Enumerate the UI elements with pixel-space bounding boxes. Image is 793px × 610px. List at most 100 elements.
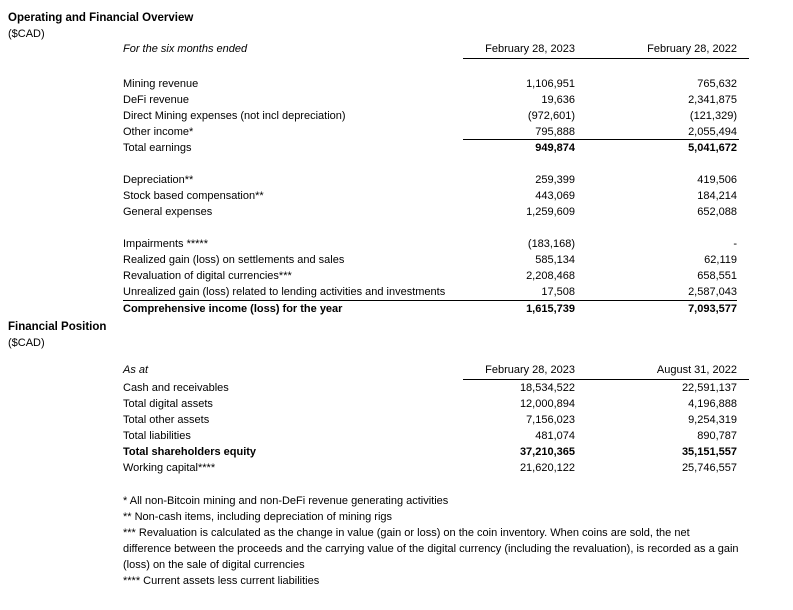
value-col1: 12,000,894 <box>519 398 575 410</box>
spacer <box>123 59 737 76</box>
row-label: General expenses <box>123 206 213 218</box>
table-row: Depreciation** 259,399 419,506 <box>123 172 737 188</box>
value-col1: 7,156,023 <box>526 414 575 426</box>
table-row: Stock based compensation** 443,069 184,2… <box>123 188 737 204</box>
report-page: Operating and Financial Overview ($CAD) … <box>8 12 749 589</box>
operating-table-header: For the six months ended February 28, 20… <box>123 42 749 59</box>
column-header-feb-2023: February 28, 2023 <box>463 363 575 380</box>
value-col2: 2,587,043 <box>688 286 737 298</box>
value-col2: 658,551 <box>697 270 737 282</box>
column-header-aug-2022: August 31, 2022 <box>575 363 749 380</box>
value-col1: 1,615,739 <box>526 303 575 315</box>
table-row: DeFi revenue 19,636 2,341,875 <box>123 92 737 108</box>
value-col1: 949,874 <box>535 142 575 154</box>
row-label: Total earnings <box>123 142 192 154</box>
row-label: Other income* <box>123 126 194 138</box>
period-label: For the six months ended <box>123 43 248 55</box>
row-label: Revaluation of digital currencies*** <box>123 270 292 282</box>
column-header-2023: February 28, 2023 <box>463 42 575 59</box>
financial-position-table-header: As at February 28, 2023 August 31, 2022 <box>123 363 749 380</box>
value-col1: 585,134 <box>535 254 575 266</box>
value-col2: 62,119 <box>704 254 737 266</box>
table-row: Impairments ***** (183,168) - <box>123 236 737 252</box>
table-row: Direct Mining expenses (not incl depreci… <box>123 108 737 124</box>
row-label: Mining revenue <box>123 78 199 90</box>
row-label: Impairments ***** <box>123 238 208 250</box>
value-col1: 443,069 <box>535 190 575 202</box>
period-label: As at <box>123 364 149 376</box>
value-col1: 481,074 <box>535 430 575 442</box>
table-row-comprehensive-income: Comprehensive income (loss) for the year… <box>123 301 737 317</box>
table-row-total-earnings: Total earnings 949,874 5,041,672 <box>123 140 737 156</box>
value-col2: 652,088 <box>697 206 737 218</box>
row-label: Stock based compensation** <box>123 190 264 202</box>
value-col2: 4,196,888 <box>688 398 737 410</box>
table-row: Other income* 795,888 2,055,494 <box>123 124 739 140</box>
row-label: Cash and receivables <box>123 382 229 394</box>
currency-note-financial-position: ($CAD) <box>8 337 45 349</box>
row-label: Comprehensive income (loss) for the year <box>123 303 343 315</box>
value-col1: 1,259,609 <box>526 206 575 218</box>
table-row: Realized gain (loss) on settlements and … <box>123 252 737 268</box>
row-label: Total shareholders equity <box>123 446 257 458</box>
value-col2: 22,591,137 <box>681 382 737 394</box>
value-col1: 19,636 <box>541 94 575 106</box>
table-row: Total liabilities 481,074 890,787 <box>123 428 737 444</box>
financial-position-table: As at February 28, 2023 August 31, 2022 … <box>123 363 749 476</box>
table-row: Working capital**** 21,620,122 25,746,55… <box>123 460 737 476</box>
row-label: Total other assets <box>123 414 210 426</box>
section-title-financial-position: Financial Position <box>8 321 107 333</box>
table-row: Total other assets 7,156,023 9,254,319 <box>123 412 737 428</box>
value-col2: 5,041,672 <box>688 142 737 154</box>
value-col2: 2,055,494 <box>575 124 739 140</box>
table-row: Cash and receivables 18,534,522 22,591,1… <box>123 380 737 396</box>
row-label: Total liabilities <box>123 430 191 442</box>
value-col1: 1,106,951 <box>526 78 575 90</box>
table-row: Revaluation of digital currencies*** 2,2… <box>123 268 737 284</box>
section-title-operating: Operating and Financial Overview <box>8 12 194 24</box>
footnote-1: * All non-Bitcoin mining and non-DeFi re… <box>123 495 449 507</box>
value-col2: 184,214 <box>697 190 737 202</box>
value-col1: 2,208,468 <box>526 270 575 282</box>
table-row: Unrealized gain (loss) related to lendin… <box>123 284 737 301</box>
value-col1: 17,508 <box>541 286 575 298</box>
column-header-2022: February 28, 2022 <box>575 42 749 59</box>
value-col1: 18,534,522 <box>519 382 575 394</box>
value-col1: 21,620,122 <box>519 462 575 474</box>
value-col2: 25,746,557 <box>681 462 737 474</box>
value-col1: (972,601) <box>527 110 575 122</box>
footnote-2: ** Non-cash items, including depreciatio… <box>123 511 393 523</box>
row-label: Total digital assets <box>123 398 213 410</box>
table-row: Mining revenue 1,106,951 765,632 <box>123 76 737 92</box>
value-col1: 795,888 <box>463 124 575 140</box>
footnote-3: *** Revaluation is calculated as the cha… <box>123 527 739 571</box>
row-label: Realized gain (loss) on settlements and … <box>123 254 345 266</box>
spacer <box>123 220 737 236</box>
value-col2: - <box>733 238 737 250</box>
operating-table: For the six months ended February 28, 20… <box>123 42 749 317</box>
value-col2: 9,254,319 <box>688 414 737 426</box>
table-row-shareholders-equity: Total shareholders equity 37,210,365 35,… <box>123 444 737 460</box>
table-row: General expenses 1,259,609 652,088 <box>123 204 737 220</box>
row-label: Unrealized gain (loss) related to lendin… <box>123 286 446 298</box>
value-col2: 35,151,557 <box>681 446 737 458</box>
row-label: Working capital**** <box>123 462 216 474</box>
value-col2: 765,632 <box>697 78 737 90</box>
currency-note-operating: ($CAD) <box>8 28 45 40</box>
value-col1: 37,210,365 <box>519 446 575 458</box>
row-label: DeFi revenue <box>123 94 190 106</box>
row-label: Direct Mining expenses (not incl depreci… <box>123 110 346 122</box>
row-label: Depreciation** <box>123 174 194 186</box>
value-col2: (121,329) <box>689 110 737 122</box>
value-col2: 419,506 <box>697 174 737 186</box>
value-col1: (183,168) <box>527 238 575 250</box>
value-col2: 7,093,577 <box>688 303 737 315</box>
footnote-4: **** Current assets less current liabili… <box>123 575 320 587</box>
table-row: Total digital assets 12,000,894 4,196,88… <box>123 396 737 412</box>
spacer <box>123 156 737 172</box>
value-col2: 2,341,875 <box>688 94 737 106</box>
value-col1: 259,399 <box>535 174 575 186</box>
footnotes: * All non-Bitcoin mining and non-DeFi re… <box>123 493 739 589</box>
value-col2: 890,787 <box>697 430 737 442</box>
